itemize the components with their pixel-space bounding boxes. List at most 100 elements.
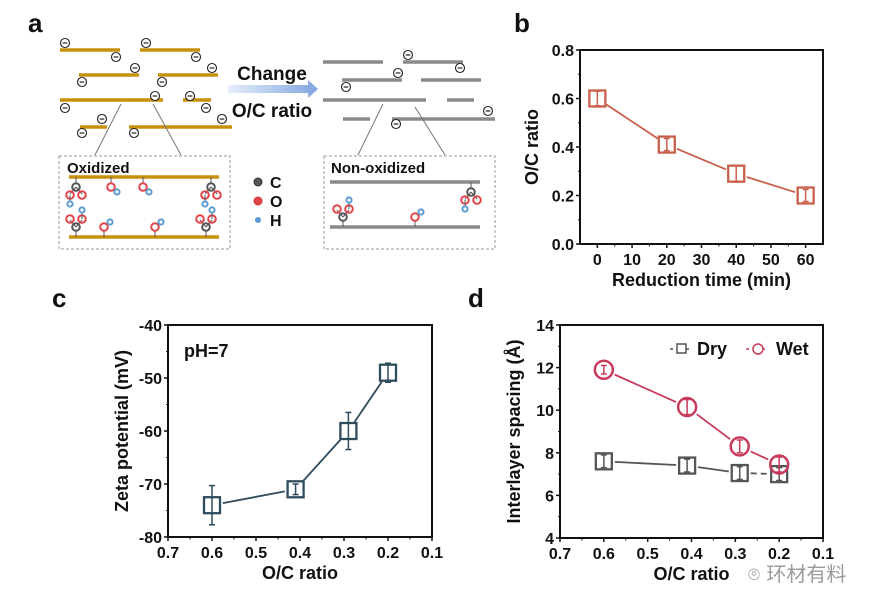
series-line: [676, 147, 727, 171]
y-tick-label: 14: [536, 318, 554, 335]
legend-label-dry: Dry: [697, 339, 727, 359]
x-tick-label: 0.7: [157, 545, 179, 562]
y-tick-label: -80: [139, 530, 162, 547]
series-zeta-potential: [202, 362, 398, 526]
x-tick-label: 20: [658, 252, 676, 269]
bond: [199, 219, 207, 228]
data-point: [730, 463, 749, 483]
data-point: [768, 454, 790, 475]
carbon-atom-icon: [338, 212, 348, 222]
y-axis-label: Interlayer spacing (Å): [504, 339, 524, 523]
watermark: ⌾ 环材有料: [748, 558, 846, 587]
oxygen-atom-icon: [77, 190, 87, 200]
x-tick-label: 60: [797, 252, 815, 269]
hydrogen-atom-icon: [345, 196, 353, 204]
carbon-atom-icon: [253, 177, 263, 187]
carbon-atom-icon: [466, 187, 476, 197]
zoom-line: [357, 103, 384, 156]
data-point: [202, 496, 222, 515]
x-tick-label: 30: [693, 252, 711, 269]
bond: [210, 186, 218, 195]
data-point: [339, 421, 358, 441]
y-tick-label: 12: [536, 361, 554, 378]
x-tick-label: 0.1: [421, 545, 443, 562]
hydrogen-atom-icon: [208, 206, 216, 214]
series-line: [697, 466, 729, 473]
legend: Dry Wet: [670, 339, 809, 359]
data-point: [727, 164, 746, 183]
x-tick-label: 0.2: [377, 545, 399, 562]
legend-label-wet: Wet: [776, 339, 809, 359]
panel-label-d: d: [468, 283, 484, 313]
oxidized-inset-box: [58, 155, 231, 250]
x-tick-label: 0.5: [245, 545, 267, 562]
zoom-line: [414, 106, 446, 156]
x-tick-label: 0.4: [289, 545, 311, 562]
oxygen-atom-icon: [472, 195, 482, 205]
bond: [75, 219, 83, 228]
x-tick-label: 0.1: [812, 546, 834, 563]
series-line: [696, 413, 731, 440]
data-point: [677, 456, 697, 475]
oxygen-atom-icon: [332, 204, 342, 214]
y-axis-label: Zeta potential (mV): [112, 350, 132, 512]
y-tick-label: -70: [139, 477, 162, 494]
series-line: [614, 460, 677, 466]
functional-groups: [65, 177, 482, 237]
atom-legend: C O H: [253, 175, 282, 230]
x-tick-label: 40: [727, 252, 745, 269]
series-o-c-ratio: [588, 89, 815, 205]
panel-label-a: a: [28, 8, 43, 38]
y-tick-label: 8: [545, 446, 554, 463]
data-point: [593, 359, 615, 380]
y-axis-label: O/C ratio: [522, 109, 542, 185]
bond: [342, 209, 350, 218]
data-point: [796, 186, 815, 205]
data-point: [594, 452, 613, 471]
oxidized-sheets: [60, 48, 232, 129]
y-tick-label: -60: [139, 424, 162, 441]
annotation-ph: pH=7: [184, 341, 229, 361]
series-line: [614, 373, 677, 403]
legend-label-o: O: [270, 194, 282, 211]
series-line: [606, 103, 659, 140]
oxygen-atom-icon: [195, 214, 205, 224]
y-tick-label: 4: [545, 531, 554, 548]
schematic-panel-a: Change O/C ratio Oxidized Non-oxidized C…: [58, 37, 496, 250]
hydrogen-atom-icon: [461, 205, 469, 213]
y-tick-label: -50: [139, 371, 162, 388]
y-tick-label: 0.6: [552, 92, 574, 109]
data-point: [657, 135, 676, 154]
data-point: [676, 396, 698, 418]
x-axis-label: Reduction time (min): [612, 270, 791, 290]
bond: [205, 219, 213, 228]
nonoxidized-inset-box: [323, 155, 496, 250]
series-line: [222, 490, 285, 505]
bond: [69, 219, 77, 228]
bond: [464, 191, 472, 200]
legend-marker-wet: [752, 343, 764, 355]
data-point: [286, 480, 305, 499]
x-axis-label: O/C ratio: [262, 563, 338, 583]
arrow-text-change: Change: [237, 64, 307, 85]
oxygen-atom-icon: [212, 190, 222, 200]
legend-label-c: C: [270, 175, 282, 192]
x-tick-label: 0: [593, 252, 602, 269]
data-point: [588, 89, 607, 108]
nonoxidized-title: Non-oxidized: [331, 160, 425, 177]
carbon-atom-icon: [206, 182, 216, 192]
hydrogen-atom-icon: [255, 217, 261, 223]
x-axis-label: O/C ratio: [653, 564, 729, 584]
data-point: [378, 363, 398, 382]
hydrogen-atom-icon: [201, 200, 209, 208]
series-line: [746, 176, 796, 194]
zoom-line: [152, 103, 182, 156]
x-tick-label: 0.2: [768, 546, 790, 563]
legend-marker-dry: [676, 343, 687, 354]
oxidized-title: Oxidized: [67, 160, 130, 177]
oxygen-atom-icon: [410, 212, 420, 222]
x-tick-label: 10: [623, 252, 641, 269]
